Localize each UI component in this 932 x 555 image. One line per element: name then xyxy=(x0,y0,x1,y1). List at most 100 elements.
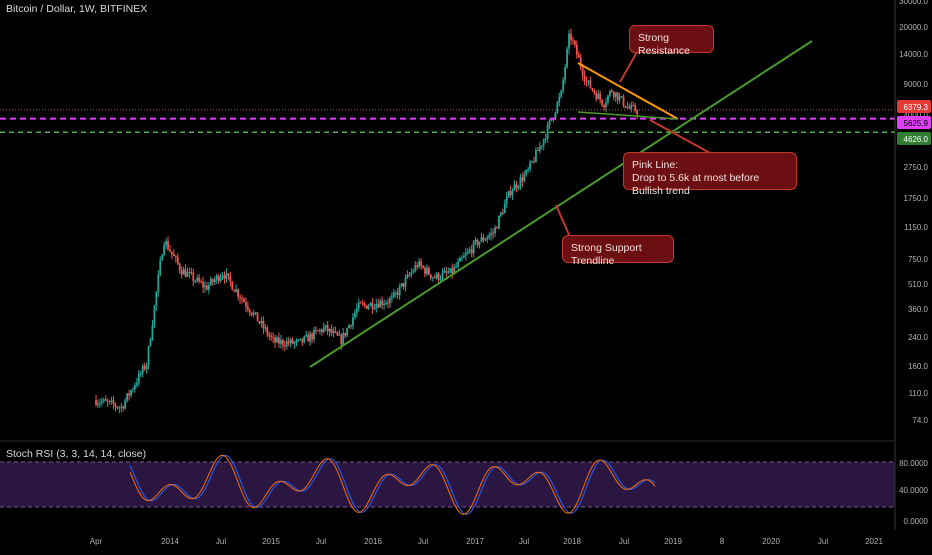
candle-body xyxy=(478,241,481,246)
candle-body xyxy=(533,161,535,163)
candle-body xyxy=(573,40,576,45)
candle-body xyxy=(420,261,422,266)
candle-body xyxy=(244,301,247,307)
candle-body xyxy=(468,249,471,252)
candle-body xyxy=(381,300,384,306)
candle-body xyxy=(161,254,164,261)
candle-body xyxy=(375,303,378,308)
candle-body xyxy=(408,274,411,276)
candle-body xyxy=(422,265,424,268)
candle-body xyxy=(499,212,502,216)
candle-body xyxy=(451,268,454,274)
candle-body xyxy=(400,283,403,287)
candle-body xyxy=(472,241,475,254)
chart-title: Bitcoin / Dollar, 1W, BITFINEX xyxy=(6,3,148,15)
candle-body xyxy=(141,365,144,374)
candle-body xyxy=(174,255,177,257)
price-tick-label: 74.0 xyxy=(912,416,928,425)
candle-body xyxy=(603,105,605,108)
candle-body xyxy=(98,402,101,404)
candle-body xyxy=(390,296,393,299)
candle-body xyxy=(163,245,166,255)
pink-line-title: Pink Line: xyxy=(632,159,679,171)
candle-body xyxy=(128,393,130,396)
candle-body xyxy=(610,91,613,93)
candle-body xyxy=(593,90,596,94)
stoch-rsi-title: Stoch RSI (3, 3, 14, 14, close) xyxy=(6,448,147,460)
support-label: Strong Support Trendline xyxy=(571,242,642,267)
candle-body xyxy=(587,80,590,82)
candle-body xyxy=(365,304,368,309)
candle-body xyxy=(326,325,329,332)
candle-body xyxy=(276,337,278,343)
time-tick-label: 2019 xyxy=(664,537,682,546)
candle-body xyxy=(149,339,152,347)
candle-body xyxy=(498,215,500,229)
candle-body xyxy=(311,333,313,340)
candle-body xyxy=(359,302,362,304)
candle-body xyxy=(519,177,522,187)
candle-body xyxy=(515,184,518,189)
candle-body xyxy=(309,333,312,342)
candle-body xyxy=(299,338,302,340)
candle-body xyxy=(492,232,495,234)
candle-body xyxy=(476,239,479,246)
candle-body xyxy=(457,261,459,267)
price-tick-label: 14000.0 xyxy=(899,50,928,59)
candle-body xyxy=(560,90,563,97)
candle-body xyxy=(505,196,508,204)
candle-body xyxy=(377,303,380,308)
candle-body xyxy=(402,283,405,287)
candle-body xyxy=(550,119,553,121)
candle-body xyxy=(363,303,366,305)
candle-body xyxy=(153,305,156,326)
candle-body xyxy=(169,249,171,252)
candle-body xyxy=(490,232,493,236)
candle-body xyxy=(145,364,148,370)
pink-price-tag-bg xyxy=(897,116,931,129)
price-tick-label: 510.0 xyxy=(908,280,929,289)
candle-body xyxy=(575,44,578,55)
candle-body xyxy=(176,256,179,264)
candle-body xyxy=(100,401,103,403)
candle-body xyxy=(394,292,397,294)
candle-body xyxy=(266,327,269,335)
candle-body xyxy=(315,329,317,331)
candle-body xyxy=(437,273,440,280)
candle-body xyxy=(427,267,430,275)
candle-body xyxy=(441,272,444,279)
candle-body xyxy=(443,270,446,273)
candle-body xyxy=(346,328,349,336)
candle-body xyxy=(459,258,461,262)
pink-line-body: Drop to 5.6k at most before Bullish tren… xyxy=(632,172,760,197)
resistance-line xyxy=(577,62,679,120)
candle-body xyxy=(104,399,107,401)
candle-body xyxy=(108,400,111,402)
candle-body xyxy=(202,281,204,288)
candle-body xyxy=(620,96,623,98)
candle-body xyxy=(484,239,487,241)
green-price-tag-bg xyxy=(897,132,931,145)
candle-body xyxy=(527,168,530,171)
price-tick-label: 750.0 xyxy=(908,255,929,264)
candle-body xyxy=(608,91,611,96)
candle-body xyxy=(632,105,635,107)
price-tick-label: 20000.0 xyxy=(899,23,928,32)
candle-body xyxy=(278,337,280,344)
candle-body xyxy=(328,328,331,332)
candle-body xyxy=(198,277,201,282)
candle-body xyxy=(301,338,304,343)
stoch-d-line xyxy=(129,454,656,516)
candle-body xyxy=(221,275,224,278)
candle-body xyxy=(577,54,580,58)
candle-body xyxy=(106,400,109,402)
candle-body xyxy=(225,273,228,280)
time-tick-label: Jul xyxy=(519,537,529,546)
time-tick-label: Jul xyxy=(619,537,629,546)
candle-body xyxy=(280,339,282,344)
candle-body xyxy=(357,302,360,309)
time-tick-label: 2014 xyxy=(161,537,179,546)
candle-body xyxy=(566,48,568,67)
